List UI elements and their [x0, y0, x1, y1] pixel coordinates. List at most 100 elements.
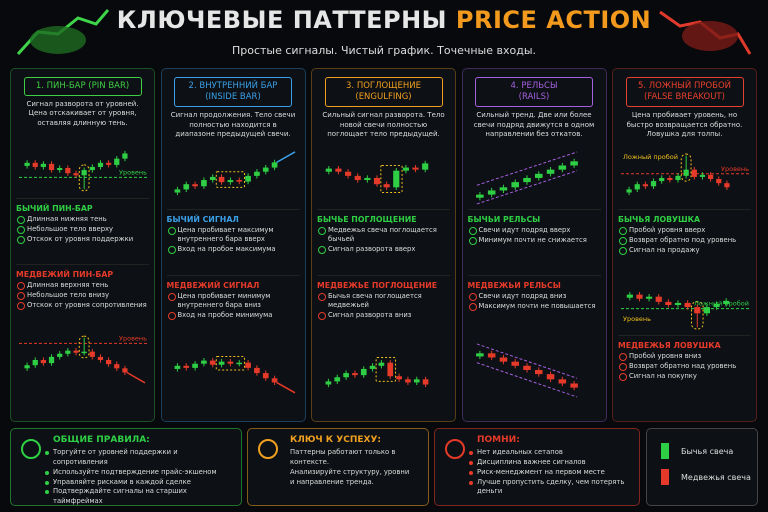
pattern-chart [174, 151, 296, 196]
candle-body [32, 360, 38, 366]
candle-body [105, 360, 111, 365]
remember-item: Риск-менеджмент на первом месте [469, 468, 631, 478]
section-item: Цена пробивает минимум внутреннего бара … [167, 292, 300, 310]
candle-body [422, 379, 428, 385]
candle-body [558, 379, 567, 384]
candle-body [392, 170, 399, 188]
candle-body [218, 177, 225, 183]
candle-body [421, 163, 428, 170]
candle-body [48, 163, 54, 171]
icon [258, 439, 278, 459]
section-item: Длинная верхняя тень [17, 281, 149, 290]
section-item: Свечи идут подряд вниз [468, 292, 601, 301]
candle-body [691, 169, 697, 178]
candle-body [650, 181, 656, 187]
candle-body [271, 378, 278, 383]
candle-body [97, 162, 103, 168]
candle-body [707, 174, 713, 180]
candle-body [625, 189, 632, 193]
candle-body [192, 363, 198, 368]
chart-label: Уровень [721, 165, 749, 173]
candle-body [383, 184, 390, 188]
description: Цена пробивает уровень, но быстро возвра… [626, 111, 743, 138]
candle-body [378, 362, 384, 366]
description: Сильный сигнал разворота. Тело новой све… [322, 111, 445, 138]
title-sub: (ENGULFING) [355, 92, 412, 103]
candle-body [227, 361, 234, 364]
candle-body [722, 300, 729, 305]
candle-body [262, 167, 269, 172]
candle-body [373, 178, 380, 185]
icon [21, 439, 41, 459]
pattern-chart [174, 356, 296, 394]
candle-body [333, 377, 340, 382]
highlight [680, 153, 692, 182]
bull-section: БЫЧИЙ СИГНАЛ Цена пробивает максимум внут… [166, 209, 300, 275]
pattern-title: 5. ЛОЖНЫЙ ПРОБОЙ (FALSE BREAKOUT) [625, 77, 744, 108]
chart-label: Ложный пробой [694, 300, 749, 308]
candle-body [192, 184, 198, 187]
candle-body [395, 376, 402, 380]
candle-body [511, 182, 519, 188]
candle-body [254, 171, 260, 176]
bear-icon [659, 10, 752, 55]
bear-section: МЕДВЕЖЬИ РЕЛЬСЫ Свечи идут подряд вниз Мак… [467, 275, 601, 341]
section-heading: МЕДВЕЖЬЯ ЛОВУШКА [618, 341, 721, 351]
candle-body [360, 369, 367, 376]
bear-section: МЕДВЕЖЬЕ ПОГЛОЩЕНИЕ Бычья свеча поглощает… [317, 275, 450, 341]
trend-arrow [276, 381, 296, 394]
candle-body [48, 356, 54, 364]
candle-body [626, 294, 633, 298]
section-item: Бычья свеча поглощается медвежьей [318, 292, 450, 310]
candle-body [723, 183, 730, 188]
section-item: Цена пробивает максимум внутреннего бара… [167, 226, 300, 244]
candle-body [402, 167, 409, 171]
candle-body [476, 194, 484, 198]
pattern-title: 3. ПОГЛОЩЕНИЕ (ENGULFING) [324, 77, 443, 108]
title: КЛЮЧЕВЫЕ ПАТТЕРНЫ PRICE ACTION [0, 6, 768, 34]
section-item: Возврат обратно под уровень [619, 236, 751, 245]
candle-body [40, 360, 46, 364]
bull-section: БЫЧЬЕ ПОГЛОЩЕНИЕ Медвежья свеча поглощает… [317, 209, 450, 275]
candle-body [693, 307, 700, 314]
section-item: Минимум почти не снижается [468, 236, 601, 245]
candle-body [499, 187, 508, 191]
section-heading: БЫЧЬИ РЕЛЬСЫ [467, 215, 541, 225]
section-heading: МЕДВЕЖИЙ СИГНАЛ [166, 281, 260, 291]
description: Сигнал разворота от уровней. Цена отскак… [26, 100, 139, 127]
title-sub: (INSIDE BAR) [205, 92, 261, 103]
candle-body [570, 161, 578, 166]
section-heading: МЕДВЕЖИЙ ПИН-БАР [16, 270, 114, 280]
pattern-column: 4. РЕЛЬСЫ (RAILS) Сильный тренд. Две или б… [461, 68, 607, 422]
candle-body [23, 365, 30, 369]
icon [445, 439, 465, 459]
candle-body [236, 180, 243, 182]
highlight [375, 357, 396, 382]
legend-swatch [661, 469, 669, 485]
section-item: Пробой уровня вниз [619, 352, 751, 361]
candle-body [344, 171, 351, 176]
candle-body [325, 168, 332, 172]
candle-body [113, 364, 119, 369]
candle-body [642, 184, 648, 187]
rule-item: Подтверждайте сигналы на старших таймфре… [45, 487, 233, 507]
key-line: и направление тренда. [290, 477, 374, 486]
highlight [215, 171, 246, 188]
section-item: Длинная нижняя тень [17, 215, 149, 224]
rule-item: Используйте подтверждение прайс-экшеном [45, 468, 233, 478]
candle-body [674, 175, 681, 181]
trend-arrow [126, 371, 145, 384]
section-heading: БЫЧЬЕ ПОГЛОЩЕНИЕ [317, 215, 417, 225]
rules-box: ОБЩИЕ ПРАВИЛА: Торгуйте от уровней поддер… [10, 428, 242, 506]
pattern-chart: Уровень [18, 334, 147, 384]
candle-body [201, 180, 207, 187]
candle-body [546, 169, 555, 174]
remember-heading: ПОМНИ: [477, 435, 520, 445]
candle-body [209, 177, 216, 181]
rules-heading: ОБЩИЕ ПРАВИЛА: [53, 435, 150, 445]
candle-body [487, 190, 496, 195]
legend-text: Медвежья свеча [681, 473, 751, 482]
candle-body [245, 175, 251, 182]
section-item: Сигнал на покупку [619, 372, 751, 381]
candle-body [487, 353, 496, 358]
